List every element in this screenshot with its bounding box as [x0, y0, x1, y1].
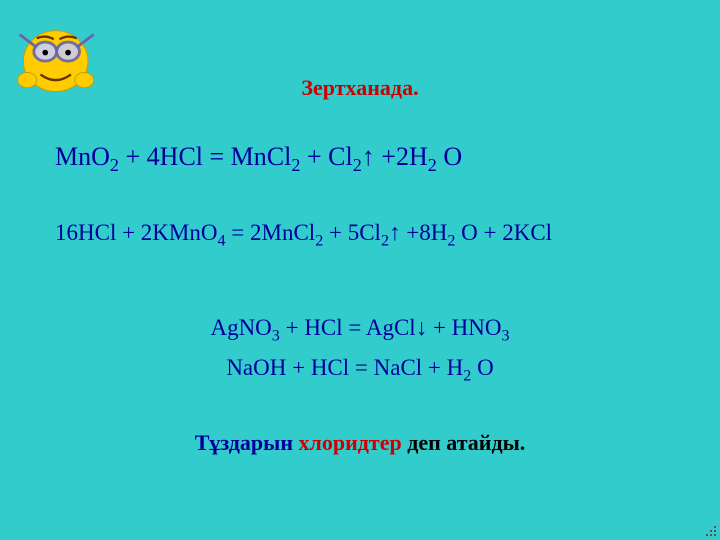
equation-1: MnO2 + 4HCl = MnCl2 + Cl2↑ +2H2 O: [55, 142, 462, 172]
resize-handle-icon: [702, 522, 716, 536]
footer-line: Тұздарын хлоридтер деп атайды.: [0, 430, 720, 456]
footer-part1: Тұздарын: [195, 430, 299, 455]
footer-part2: хлоридтер: [299, 430, 408, 455]
title-text: Зертханада.: [301, 75, 418, 100]
slide-title: Зертханада.: [0, 75, 720, 101]
footer-part3: деп атайды.: [407, 430, 525, 455]
equation-2: 16HCl + 2KMnO4 = 2MnCl2 + 5Cl2↑ +8H2 O +…: [55, 220, 552, 246]
equation-4: NaOH + HCl = NaCl + H2 O: [0, 355, 720, 381]
equation-3: AgNO3 + HCl = AgCl↓ + HNO3: [0, 315, 720, 341]
